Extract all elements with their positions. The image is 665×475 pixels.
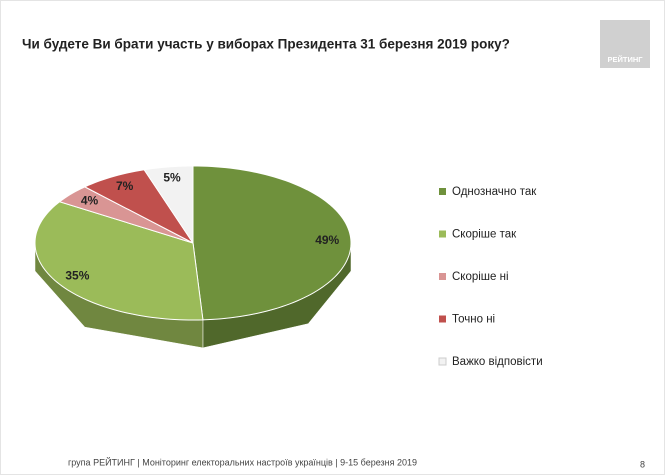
legend-swatch (439, 315, 446, 323)
legend-swatch (439, 273, 446, 280)
value-label: 49% (315, 233, 339, 247)
legend-label: Однозначно так (452, 186, 537, 198)
legend-label: Скоріше ні (452, 271, 509, 283)
slice (83, 169, 194, 244)
page-number: 8 (640, 459, 645, 469)
legend-swatch (439, 188, 446, 195)
logo-text: РЕЙТИНГ (607, 55, 643, 64)
footer: група РЕЙТИНГ | Моніторинг електоральних… (68, 456, 417, 467)
value-label: 4% (81, 193, 99, 207)
chart-title: Чи будете Ви брати участь у виборах През… (22, 37, 510, 52)
slice (58, 186, 194, 244)
value-label: 5% (163, 171, 181, 185)
legend-swatch (438, 357, 447, 366)
legend-label: Важко відповісти (452, 356, 543, 368)
legend-label: Точно ні (452, 314, 495, 326)
slice (192, 165, 352, 321)
slice (34, 201, 204, 321)
value-label: 35% (65, 268, 89, 282)
value-label: 7% (116, 179, 134, 193)
legend-swatch (439, 230, 446, 238)
slice (143, 165, 194, 245)
legend-label: Скоріше так (452, 229, 517, 241)
logo-box (600, 20, 650, 68)
